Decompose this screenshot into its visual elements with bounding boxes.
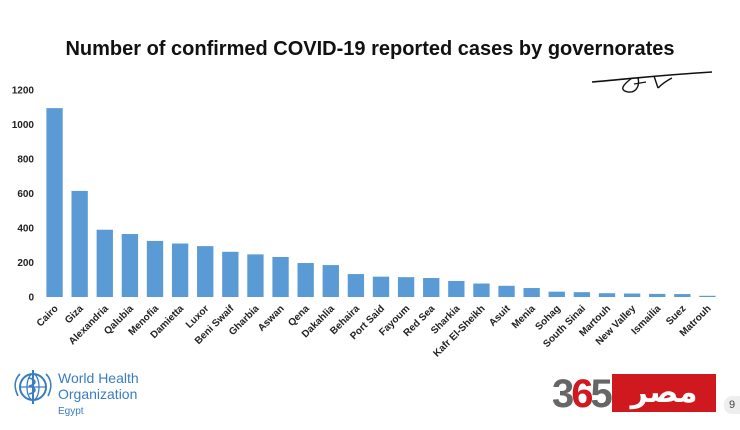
bar [548,291,565,297]
brand-number: 365 [552,372,613,416]
bar [322,265,339,297]
bar [171,243,189,297]
y-tick-label: 800 [17,155,34,166]
x-tick-label: Aswan [256,303,287,334]
y-axis: 0 200 400 600 800 1000 1200 [12,86,35,304]
brand-logo: 365 مصر [552,372,716,416]
who-line2: Organization [58,386,138,402]
y-tick-label: 600 [17,189,34,200]
bar [674,294,691,297]
bar [397,277,415,297]
bar [197,246,214,297]
x-axis: Cairo GizaAlexandriaQalubiaMenofiaDamiett… [35,303,714,360]
bar [473,283,490,297]
bar [247,254,264,297]
who-logo: World Health Organization Egypt [12,364,152,420]
bar [699,295,716,297]
bar [96,229,113,297]
bar [448,280,465,297]
signature-scribble [591,71,713,93]
bar [649,293,666,297]
y-tick-label: 200 [17,258,34,269]
who-line1: World Health [58,370,139,386]
bar [121,234,139,297]
who-emblem-icon [14,370,52,404]
bar [372,276,390,297]
y-tick-label: 1200 [12,86,35,97]
bar [222,251,239,297]
bar [71,190,88,297]
bar [573,292,591,297]
brand-text: مصر [612,374,716,412]
y-tick-label: 0 [28,293,34,304]
bar [46,108,63,297]
bar [598,293,616,297]
bar [523,288,540,297]
y-tick-label: 1000 [12,120,35,131]
x-tick-label: Asuit [487,303,513,329]
bar [498,285,515,297]
bar [297,263,314,297]
bar [423,278,440,297]
who-name: World Health Organization [58,370,139,402]
bar [347,274,365,297]
y-tick-label: 400 [17,224,34,235]
bar [272,256,289,297]
bars [46,108,716,297]
bar [623,293,641,297]
bar [146,240,164,297]
x-tick-label: Cairo [35,303,61,329]
x-tick-label: Menia [510,303,538,331]
page-number: 9 [724,396,740,414]
who-country: Egypt [58,406,84,417]
chart-title: Number of confirmed COVID-19 reported ca… [65,38,675,60]
bar-chart: 0 200 400 600 800 1000 1200 Cairo GizaAlexandri… [12,86,716,360]
